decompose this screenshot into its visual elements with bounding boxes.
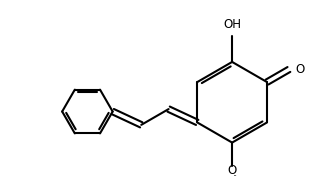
Text: OH: OH bbox=[223, 18, 241, 31]
Text: O: O bbox=[227, 164, 237, 177]
Text: O: O bbox=[295, 63, 305, 76]
